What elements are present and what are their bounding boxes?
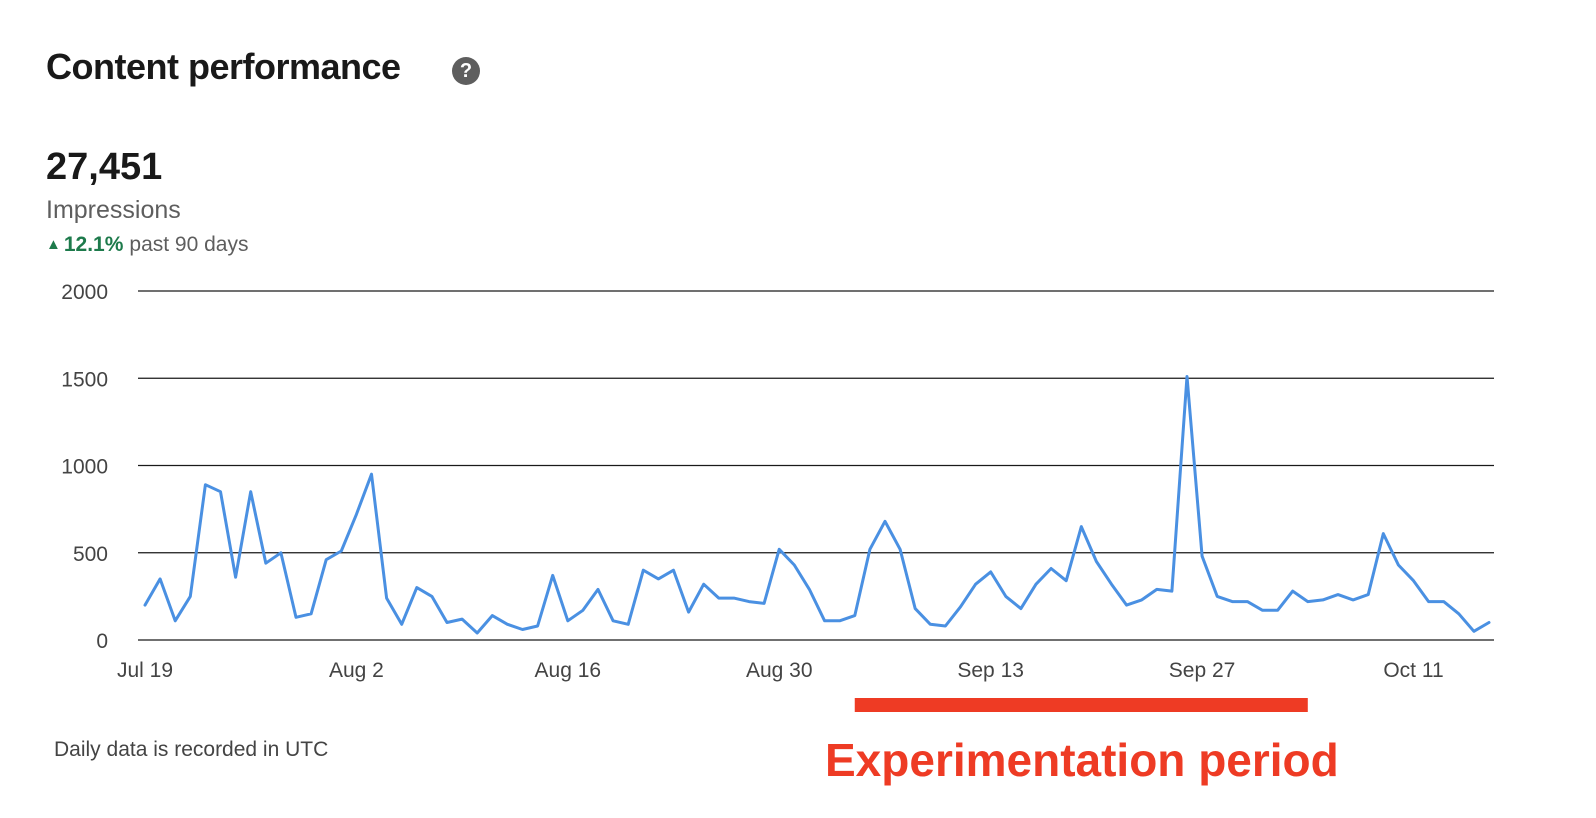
impressions-value: 27,451 bbox=[46, 146, 163, 188]
trend-summary: ▲ 12.1% past 90 days bbox=[46, 233, 249, 257]
trend-up-icon: ▲ bbox=[46, 236, 61, 253]
help-icon[interactable]: ? bbox=[452, 57, 480, 85]
experimentation-period-bar bbox=[854, 698, 1308, 712]
y-tick-label: 0 bbox=[96, 630, 108, 653]
x-tick-label: Aug 2 bbox=[329, 659, 384, 682]
impressions-label: Impressions bbox=[46, 196, 181, 224]
trend-percent: 12.1% bbox=[63, 233, 124, 256]
page-title: Content performance bbox=[46, 46, 401, 87]
y-tick-label: 2000 bbox=[61, 281, 108, 304]
impressions-series-line bbox=[143, 375, 1491, 635]
x-tick-label: Aug 30 bbox=[746, 659, 813, 682]
x-tick-label: Sep 27 bbox=[1169, 659, 1236, 682]
y-tick-label: 1500 bbox=[61, 368, 108, 391]
x-tick-label: Aug 16 bbox=[535, 659, 602, 682]
y-tick-label: 500 bbox=[73, 543, 108, 566]
trend-period: past 90 days bbox=[129, 233, 249, 256]
y-tick-label: 1000 bbox=[61, 456, 108, 479]
x-tick-label: Jul 19 bbox=[117, 659, 173, 682]
utc-note: Daily data is recorded in UTC bbox=[54, 738, 329, 761]
x-tick-label: Oct 11 bbox=[1383, 659, 1443, 682]
x-tick-label: Sep 13 bbox=[957, 659, 1024, 682]
experimentation-period-label: Experimentation period bbox=[825, 734, 1339, 786]
